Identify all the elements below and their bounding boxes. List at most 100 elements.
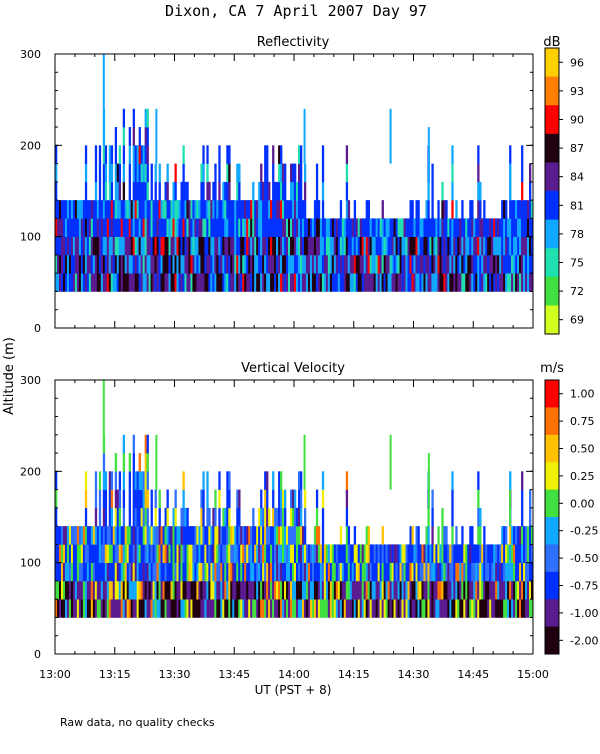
heatmap-cell: [519, 526, 522, 545]
heatmap-cell: [501, 544, 504, 563]
heatmap-cell: [246, 562, 249, 582]
heatmap-cell: [463, 254, 466, 274]
heatmap-cell: [337, 544, 341, 563]
heatmap-cell: [381, 580, 384, 600]
heatmap-cell: [405, 236, 408, 256]
heatmap-cell: [274, 562, 277, 582]
heatmap-cell: [82, 218, 86, 237]
heatmap-cell: [441, 562, 444, 582]
heatmap-cell: [202, 507, 205, 527]
heatmap-cell: [301, 218, 305, 237]
heatmap-cell: [477, 145, 480, 164]
heatmap-cell: [238, 599, 241, 618]
heatmap-cell: [290, 526, 293, 545]
heatmap-cell: [158, 507, 161, 527]
heatmap-cell: [120, 599, 124, 618]
heatmap-cell: [120, 526, 124, 545]
heatmap-cell: [144, 273, 147, 292]
heatmap-cell: [114, 163, 118, 183]
heatmap-cell: [148, 273, 151, 292]
heatmap-cell: [90, 580, 94, 600]
heatmap-cell: [104, 236, 108, 256]
heatmap-cell: [321, 544, 325, 563]
heatmap-cell: [463, 544, 466, 563]
y-axis-label: Altitude (m): [2, 337, 17, 415]
heatmap-cell: [84, 273, 88, 292]
heatmap-cell: [254, 526, 257, 545]
heatmap-cell: [353, 599, 357, 618]
x-axis-label: UT (PST + 8): [255, 683, 332, 697]
heatmap-cell: [154, 254, 157, 274]
heatmap-cell: [266, 163, 269, 183]
heatmap-cell: [144, 580, 147, 600]
heatmap-cell: [439, 544, 442, 563]
heatmap-cell: [519, 200, 522, 219]
heatmap-cell: [280, 562, 283, 582]
heatmap-cell: [244, 200, 247, 219]
heatmap-cell: [154, 218, 157, 237]
heatmap-cell: [72, 218, 76, 237]
heatmap-cell: [66, 562, 70, 582]
heatmap-cell: [303, 489, 307, 509]
heatmap-cell: [114, 526, 118, 545]
heatmap-cell: [176, 218, 179, 237]
heatmap-cell: [128, 163, 131, 183]
heatmap-cell: [114, 453, 118, 472]
heatmap-cell: [140, 181, 143, 201]
heatmap-cell: [270, 254, 273, 274]
heatmap-cell: [134, 254, 137, 274]
heatmap-cell: [118, 599, 122, 618]
heatmap-cell: [531, 200, 534, 219]
heatmap-cell: [381, 273, 384, 292]
heatmap-cell: [160, 562, 163, 582]
heatmap-cell: [393, 273, 396, 292]
heatmap-cell: [290, 218, 293, 237]
heatmap-cell: [146, 453, 149, 472]
heatmap-cell: [343, 236, 347, 256]
heatmap-cell: [208, 236, 211, 256]
heatmap-cell: [102, 108, 106, 128]
heatmap-cell: [521, 580, 524, 600]
heatmap-cell: [461, 526, 464, 545]
heatmap-cell: [413, 218, 416, 237]
heatmap-cell: [499, 273, 502, 292]
heatmap-cell: [234, 218, 237, 237]
heatmap-cell: [210, 544, 213, 563]
heatmap-cell: [513, 254, 516, 274]
heatmap-cell: [184, 218, 187, 237]
heatmap-cell: [401, 562, 404, 582]
heatmap-cell: [379, 544, 382, 563]
heatmap-cell: [282, 489, 285, 509]
heatmap-cell: [120, 254, 124, 274]
heatmap-cell: [511, 562, 514, 582]
heatmap-cell: [266, 218, 269, 237]
heatmap-cell: [184, 181, 187, 201]
heatmap-cell: [158, 526, 161, 545]
heatmap-cell: [218, 544, 221, 563]
heatmap-cell: [377, 236, 380, 256]
heatmap-cell: [437, 200, 440, 219]
heatmap-cell: [481, 544, 484, 563]
heatmap-cell: [214, 181, 217, 201]
heatmap-cell: [465, 562, 468, 582]
heatmap-cell: [341, 580, 345, 600]
heatmap-cell: [212, 273, 215, 292]
heatmap-cell: [194, 273, 197, 292]
heatmap-cell: [427, 544, 430, 563]
heatmap-cell: [431, 273, 434, 292]
heatmap-cell: [345, 273, 349, 292]
heatmap-cell: [150, 200, 153, 219]
heatmap-cell: [527, 599, 530, 618]
heatmap-cell: [128, 218, 131, 237]
heatmap-cell: [349, 562, 353, 582]
heatmap-cell: [529, 236, 532, 256]
heatmap-cell: [417, 218, 420, 237]
heatmap-cell: [144, 471, 147, 490]
heatmap-cell: [104, 599, 108, 618]
heatmap-cell: [475, 580, 478, 600]
heatmap-cell: [158, 218, 161, 237]
heatmap-cell: [531, 526, 534, 545]
heatmap-cell: [339, 200, 343, 219]
heatmap-cell: [429, 562, 432, 582]
heatmap-cell: [198, 254, 201, 274]
